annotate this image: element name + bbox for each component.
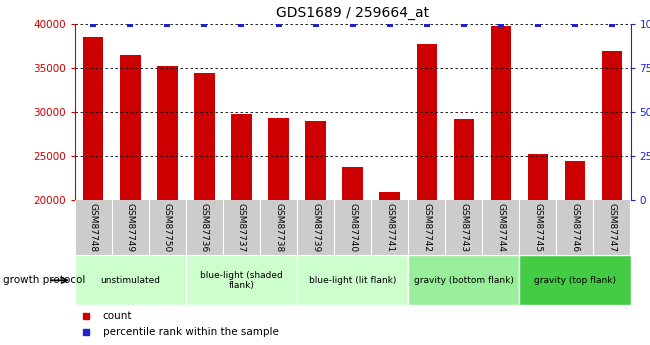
Text: GSM87745: GSM87745 (534, 203, 542, 252)
Bar (380, 192, 400, 200)
Bar (75, 255, 186, 305)
Bar (519, 255, 630, 305)
Text: GSM87740: GSM87740 (348, 203, 357, 252)
Bar (408, 255, 519, 305)
Text: GSM87747: GSM87747 (608, 203, 616, 252)
Bar (83, 37, 103, 200)
Bar (186, 255, 297, 305)
Text: GSM87750: GSM87750 (163, 203, 172, 252)
Title: GDS1689 / 259664_at: GDS1689 / 259664_at (276, 6, 429, 20)
Text: unstimulated: unstimulated (100, 276, 161, 285)
Text: GSM87737: GSM87737 (237, 203, 246, 252)
Bar (528, 154, 548, 200)
Text: blue-light (shaded
flank): blue-light (shaded flank) (200, 270, 283, 290)
Text: GSM87742: GSM87742 (422, 203, 431, 252)
Text: GSM87749: GSM87749 (126, 203, 135, 252)
Text: count: count (103, 311, 132, 321)
Text: GSM87736: GSM87736 (200, 203, 209, 252)
Bar (417, 43, 437, 200)
Text: GSM87741: GSM87741 (385, 203, 394, 252)
Text: GSM87746: GSM87746 (571, 203, 579, 252)
Text: gravity (top flank): gravity (top flank) (534, 276, 616, 285)
Bar (297, 255, 408, 305)
Text: GSM87744: GSM87744 (497, 203, 505, 252)
Bar (231, 114, 252, 200)
Bar (491, 26, 511, 200)
Text: GSM87748: GSM87748 (89, 203, 98, 252)
Text: blue-light (lit flank): blue-light (lit flank) (309, 276, 396, 285)
Text: GSM87739: GSM87739 (311, 203, 320, 252)
Bar (157, 66, 177, 200)
Bar (268, 118, 289, 200)
Bar (306, 121, 326, 200)
Bar (565, 160, 585, 200)
Bar (120, 55, 140, 200)
Bar (343, 167, 363, 200)
Text: gravity (bottom flank): gravity (bottom flank) (414, 276, 514, 285)
Bar (194, 72, 214, 200)
Text: GSM87743: GSM87743 (460, 203, 468, 252)
Bar (454, 119, 474, 200)
Bar (602, 51, 622, 200)
Text: GSM87738: GSM87738 (274, 203, 283, 252)
Text: growth protocol: growth protocol (3, 275, 86, 285)
Text: percentile rank within the sample: percentile rank within the sample (103, 327, 278, 337)
